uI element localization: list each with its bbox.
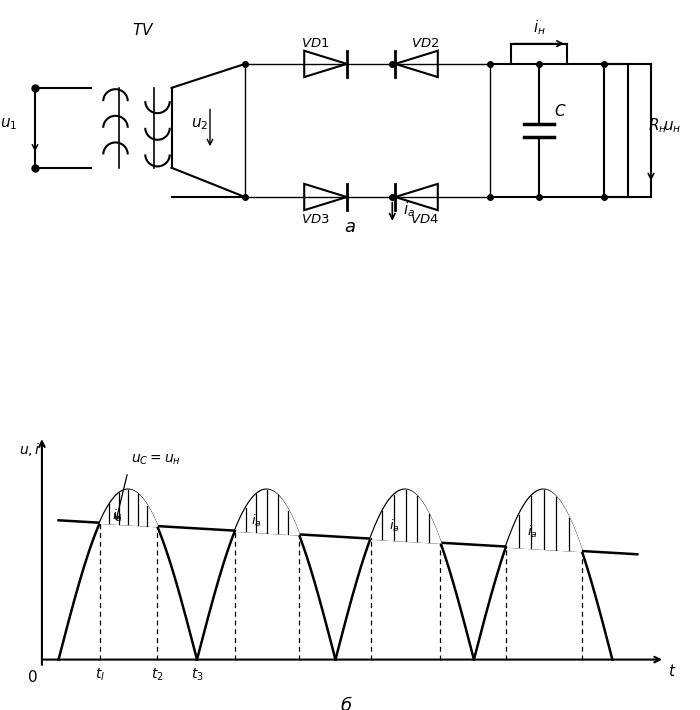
Text: $VD3$: $VD3$ bbox=[301, 212, 329, 226]
Bar bbox=[603, 64, 629, 197]
Text: $0$: $0$ bbox=[27, 670, 38, 685]
Text: $t_2$: $t_2$ bbox=[150, 667, 163, 684]
Text: $VD2$: $VD2$ bbox=[411, 37, 439, 50]
Text: $i_а$: $i_а$ bbox=[527, 524, 538, 540]
Text: $VD1$: $VD1$ bbox=[301, 37, 329, 50]
Text: $б$: $б$ bbox=[340, 697, 353, 710]
Text: $R_н$: $R_н$ bbox=[648, 116, 668, 135]
Text: $t$: $t$ bbox=[668, 663, 676, 679]
Text: $t_3$: $t_3$ bbox=[190, 667, 204, 684]
Text: $VD4$: $VD4$ bbox=[410, 212, 440, 226]
Text: $u_1$: $u_1$ bbox=[0, 117, 17, 133]
Text: $u_2$: $u_2$ bbox=[191, 117, 208, 133]
Text: $a$: $a$ bbox=[344, 218, 356, 236]
Text: $i_а$: $i_а$ bbox=[112, 508, 122, 523]
Text: $u_C=u_н$: $u_C=u_н$ bbox=[131, 452, 181, 466]
Text: $u, i$: $u, i$ bbox=[19, 441, 41, 458]
Text: $i_н$: $i_н$ bbox=[533, 18, 545, 37]
Text: $i_а$: $i_а$ bbox=[402, 200, 415, 219]
Text: $u_н$: $u_н$ bbox=[663, 119, 681, 135]
Text: $TV$: $TV$ bbox=[132, 21, 155, 38]
Text: $t_l$: $t_l$ bbox=[95, 667, 105, 684]
Text: $i_а$: $i_а$ bbox=[389, 518, 400, 535]
Text: $C$: $C$ bbox=[554, 102, 566, 119]
Text: $i_а$: $i_а$ bbox=[251, 513, 261, 529]
